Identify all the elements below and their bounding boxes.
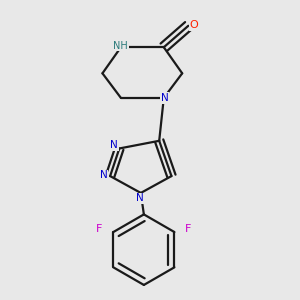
Text: F: F: [185, 224, 191, 234]
Text: N: N: [100, 170, 107, 181]
Text: F: F: [96, 224, 103, 234]
Text: O: O: [190, 20, 198, 30]
Text: N: N: [160, 93, 168, 103]
Text: N: N: [110, 140, 118, 150]
Text: N: N: [136, 194, 144, 203]
Text: NH: NH: [113, 41, 128, 51]
